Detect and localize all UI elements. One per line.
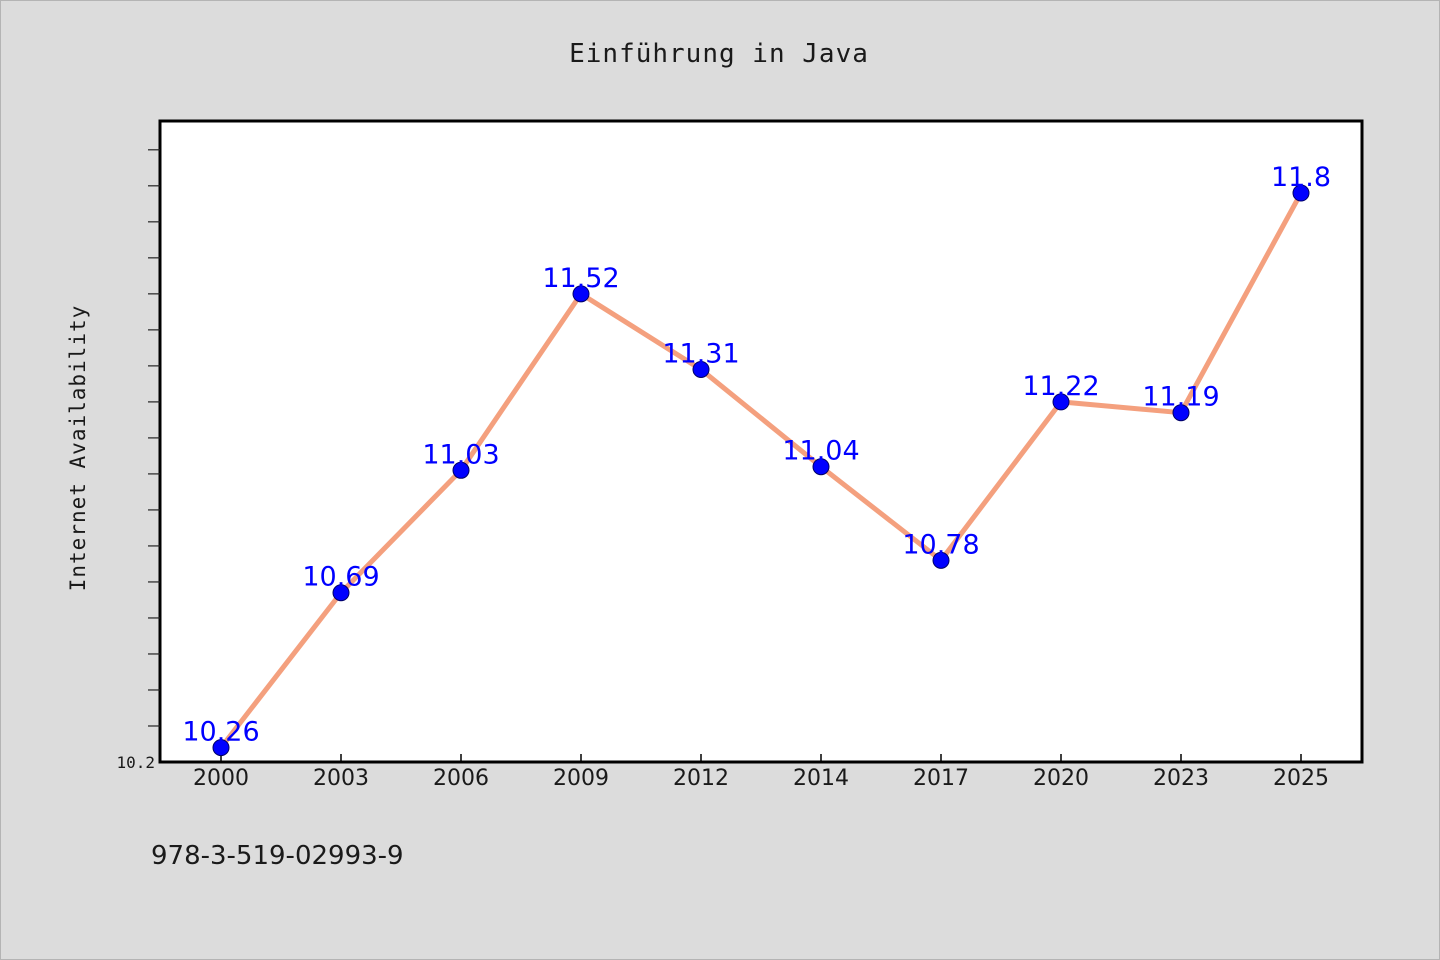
x-tick-label: 2014 <box>793 766 849 791</box>
data-label: 11.19 <box>1142 382 1219 413</box>
data-label: 11.04 <box>782 436 859 467</box>
x-tick-label: 2020 <box>1033 766 1089 791</box>
data-label: 10.78 <box>902 529 979 560</box>
data-point <box>1172 404 1190 422</box>
x-tick-label: 2012 <box>673 766 729 791</box>
x-tick-label: 2003 <box>313 766 369 791</box>
data-point <box>212 739 230 757</box>
data-point <box>1292 184 1310 202</box>
data-label: 11.31 <box>662 338 739 369</box>
isbn-footer: 978-3-519-02993-9 <box>151 841 404 871</box>
x-tick-label: 2006 <box>433 766 489 791</box>
x-tick-label: 2000 <box>193 766 249 791</box>
data-point <box>572 285 590 303</box>
x-tick-label: 2025 <box>1273 766 1329 791</box>
data-point <box>812 458 830 476</box>
data-label: 11.03 <box>422 439 499 470</box>
data-label: 10.69 <box>302 562 379 593</box>
data-label: 11.22 <box>1022 371 1099 402</box>
series-group: 10.26 10.69 11.03 11.52 11.31 11.04 10.78 11.22… <box>182 162 1331 757</box>
y-axis-ticks: 10.2 <box>116 149 160 772</box>
data-point <box>692 360 710 378</box>
x-tick-label: 2017 <box>913 766 969 791</box>
data-label: 11.8 <box>1271 162 1331 193</box>
data-label: 11.52 <box>542 263 619 294</box>
chart-title: Einführung in Java <box>569 39 869 69</box>
data-label: 10.26 <box>182 717 259 748</box>
data-point <box>452 461 470 479</box>
data-point <box>932 551 950 569</box>
data-point <box>1052 393 1070 411</box>
y-axis-label: Internet Availability <box>66 305 90 592</box>
y-tick-label: 10.2 <box>116 753 155 772</box>
x-axis-ticks: 2000 2003 2006 2009 2012 2014 2017 2020 2023 2025 <box>193 754 1329 791</box>
x-tick-label: 2009 <box>553 766 609 791</box>
series-line <box>218 190 1304 751</box>
plot-area <box>158 119 1364 764</box>
x-tick-label: 2023 <box>1153 766 1209 791</box>
data-point <box>332 584 350 602</box>
